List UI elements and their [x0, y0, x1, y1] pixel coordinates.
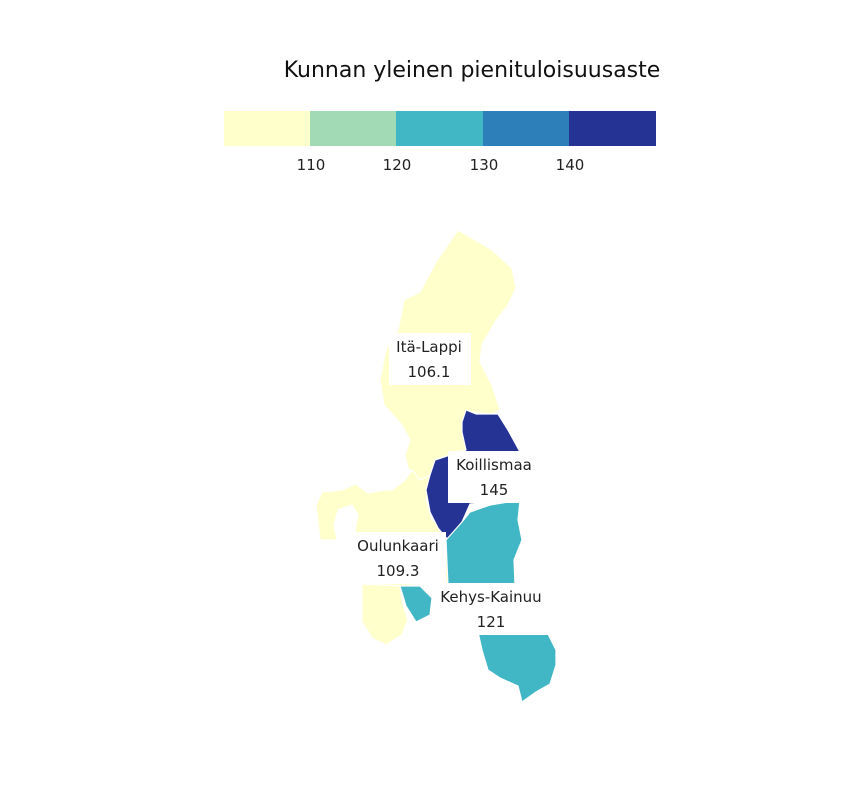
label-ita-lappi-name: Itä-Lappi — [396, 338, 462, 356]
legend-tick-120: 120 — [383, 156, 412, 174]
label-oulunkaari-name: Oulunkaari — [357, 537, 439, 555]
legend-bin-1 — [224, 111, 311, 146]
legend-bin-2 — [310, 111, 397, 146]
label-ita-lappi-value: 106.1 — [408, 363, 451, 381]
label-oulunkaari-value: 109.3 — [377, 562, 420, 580]
region-kehys-kainuu-south[interactable] — [477, 631, 557, 703]
legend-bin-5 — [569, 111, 656, 146]
legend-bin-3 — [396, 111, 484, 146]
label-koillismaa-value: 145 — [480, 481, 509, 499]
region-kehys-kainuu-west[interactable] — [399, 585, 433, 623]
label-kehys-kainuu-box — [432, 583, 550, 635]
label-koillismaa-box — [448, 451, 540, 503]
label-oulunkaari: Oulunkaari 109.3 — [350, 532, 446, 584]
legend-tick-110: 110 — [297, 156, 326, 174]
label-koillismaa: Koillismaa 145 — [448, 451, 540, 503]
legend-title: Kunnan yleinen pienituloisuusaste — [284, 58, 661, 83]
label-kehys-kainuu-value: 121 — [477, 613, 506, 631]
legend-colorbar — [224, 111, 656, 146]
legend-bin-4 — [483, 111, 570, 146]
label-ita-lappi: Itä-Lappi 106.1 — [389, 333, 471, 385]
label-oulunkaari-box — [350, 532, 446, 584]
region-oulunkaari-south[interactable] — [361, 583, 409, 646]
label-kehys-kainuu: Kehys-Kainuu 121 — [432, 583, 550, 635]
label-koillismaa-name: Koillismaa — [456, 456, 532, 474]
legend-tick-140: 140 — [556, 156, 585, 174]
label-kehys-kainuu-name: Kehys-Kainuu — [440, 588, 541, 606]
label-ita-lappi-box — [389, 333, 471, 385]
legend-tick-130: 130 — [470, 156, 499, 174]
